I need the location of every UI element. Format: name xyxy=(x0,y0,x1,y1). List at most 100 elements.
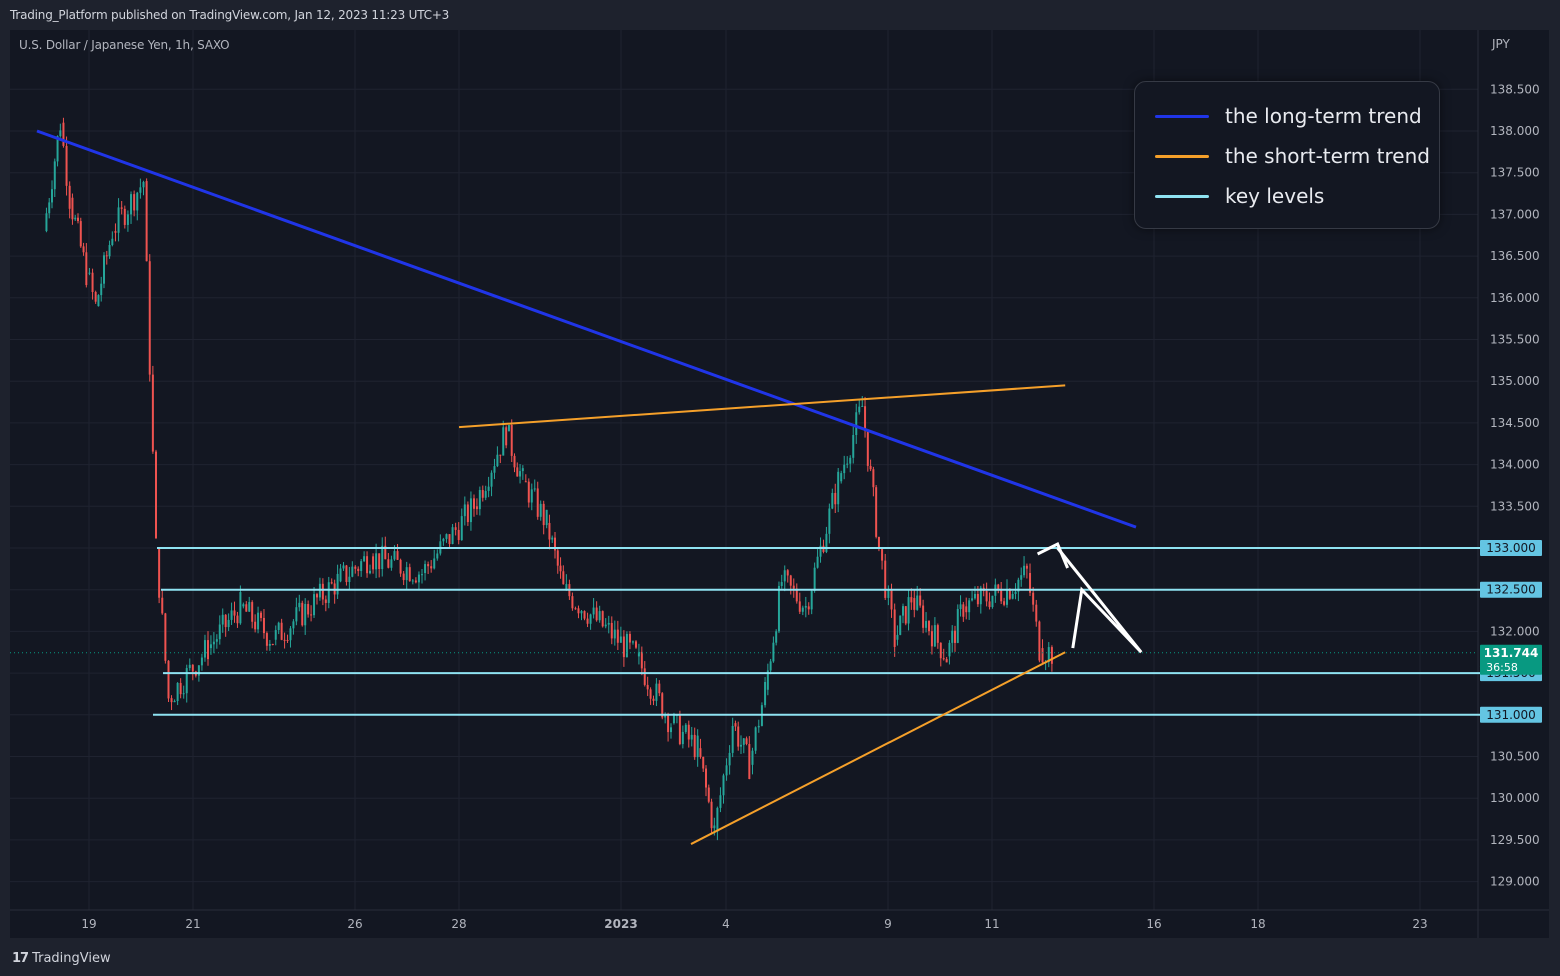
candle-body xyxy=(399,559,402,574)
candle-body xyxy=(507,425,510,432)
candle-body xyxy=(881,548,884,561)
candle-body xyxy=(301,602,304,626)
candle-body xyxy=(133,194,136,211)
candle-body xyxy=(734,723,737,727)
candle-body xyxy=(877,536,880,548)
y-tick-label: 134.500 xyxy=(1490,416,1540,430)
candle-body xyxy=(254,621,257,630)
publish-info: Trading_Platform published on TradingVie… xyxy=(10,8,450,22)
candle-body xyxy=(91,272,94,293)
candle-body xyxy=(925,620,928,628)
candle-body xyxy=(849,457,852,464)
candle-body xyxy=(111,238,114,246)
candle-body xyxy=(56,136,59,162)
candle-body xyxy=(268,643,271,646)
candle-body xyxy=(745,738,748,745)
candle-body xyxy=(628,633,631,643)
candle-body xyxy=(182,693,185,695)
candle-body xyxy=(962,604,965,617)
candle-body xyxy=(304,604,307,626)
candle-body xyxy=(816,556,819,568)
candle-body xyxy=(74,217,77,220)
candle-body xyxy=(126,214,129,225)
candle-body xyxy=(502,427,505,456)
candle-body xyxy=(551,537,554,540)
candle-body xyxy=(661,693,664,718)
chart-area[interactable]: JPY 138.500 138.000 137.500 137.000 136.500 13… xyxy=(10,30,1549,938)
candle-body xyxy=(103,255,105,284)
candle-body xyxy=(114,231,117,233)
candle-body xyxy=(658,683,661,694)
last-price-countdown: 36:58 xyxy=(1486,661,1518,674)
key-level-tag-label: 131.000 xyxy=(1486,708,1536,722)
candle-body xyxy=(583,611,586,619)
candle-body xyxy=(257,612,260,630)
candle-body xyxy=(139,187,142,193)
y-tick-label: 137.500 xyxy=(1490,166,1540,180)
candle-body xyxy=(640,651,643,669)
candle-body xyxy=(283,639,286,641)
candle-body xyxy=(562,571,565,585)
top-bar: Trading_Platform published on TradingVie… xyxy=(0,0,1560,30)
candle-body xyxy=(913,598,916,610)
candle-body xyxy=(348,576,351,583)
candle-body xyxy=(313,594,316,616)
candle-body xyxy=(810,590,813,610)
tradingview-logo[interactable]: 17 TradingView xyxy=(12,949,111,967)
candle-body xyxy=(176,682,179,702)
candle-body xyxy=(804,605,807,608)
candle-body xyxy=(533,488,536,490)
candle-body xyxy=(852,435,855,458)
y-tick-label: 130.000 xyxy=(1490,791,1540,805)
x-tick-label: 2023 xyxy=(604,917,637,931)
candle-body xyxy=(381,545,384,569)
candle-body xyxy=(100,283,103,296)
candle-body xyxy=(1029,573,1032,593)
candle-body xyxy=(1047,647,1050,663)
last-price-value: 131.744 xyxy=(1484,646,1539,660)
candle-body xyxy=(173,701,176,703)
candle-body xyxy=(858,406,861,413)
candle-body xyxy=(88,272,91,274)
candle-body xyxy=(378,553,381,569)
candle-body xyxy=(445,534,448,539)
candle-body xyxy=(117,207,120,233)
y-tick-label: 129.500 xyxy=(1490,833,1540,847)
candle-body xyxy=(869,465,872,470)
candle-body xyxy=(861,405,864,407)
candle-body xyxy=(872,469,875,488)
candle-body xyxy=(513,455,516,468)
candle-body xyxy=(136,192,139,211)
candle-body xyxy=(571,596,574,609)
candle-body xyxy=(164,613,167,661)
candle-body xyxy=(702,756,705,769)
candle-body xyxy=(265,633,268,646)
candle-body xyxy=(1025,565,1028,569)
candle-body xyxy=(433,558,436,569)
candle-body xyxy=(928,620,930,632)
candle-body xyxy=(554,537,556,551)
legend-label-long-term: the long-term trend xyxy=(1225,104,1422,128)
candle-body xyxy=(798,601,801,612)
candle-body xyxy=(1008,589,1011,599)
candle-body xyxy=(384,545,387,560)
candle-body xyxy=(179,682,182,695)
price-chart[interactable]: JPY 138.500 138.000 137.500 137.000 136.500 13… xyxy=(10,30,1549,938)
x-tick-label: 11 xyxy=(984,917,999,931)
candle-body xyxy=(713,825,716,829)
candle-body xyxy=(595,607,598,621)
candle-body xyxy=(565,584,568,590)
candle-body xyxy=(315,594,318,598)
candle-body xyxy=(664,714,667,718)
candle-body xyxy=(372,556,375,570)
candle-body xyxy=(1032,592,1035,605)
candle-body xyxy=(1020,575,1023,580)
candle-body xyxy=(942,658,945,660)
candle-body xyxy=(539,503,542,517)
candle-body xyxy=(417,574,420,583)
candle-body xyxy=(108,245,111,257)
candle-body xyxy=(719,795,722,808)
candle-body xyxy=(690,734,693,740)
candle-body xyxy=(904,606,907,624)
candle-body xyxy=(586,618,589,624)
